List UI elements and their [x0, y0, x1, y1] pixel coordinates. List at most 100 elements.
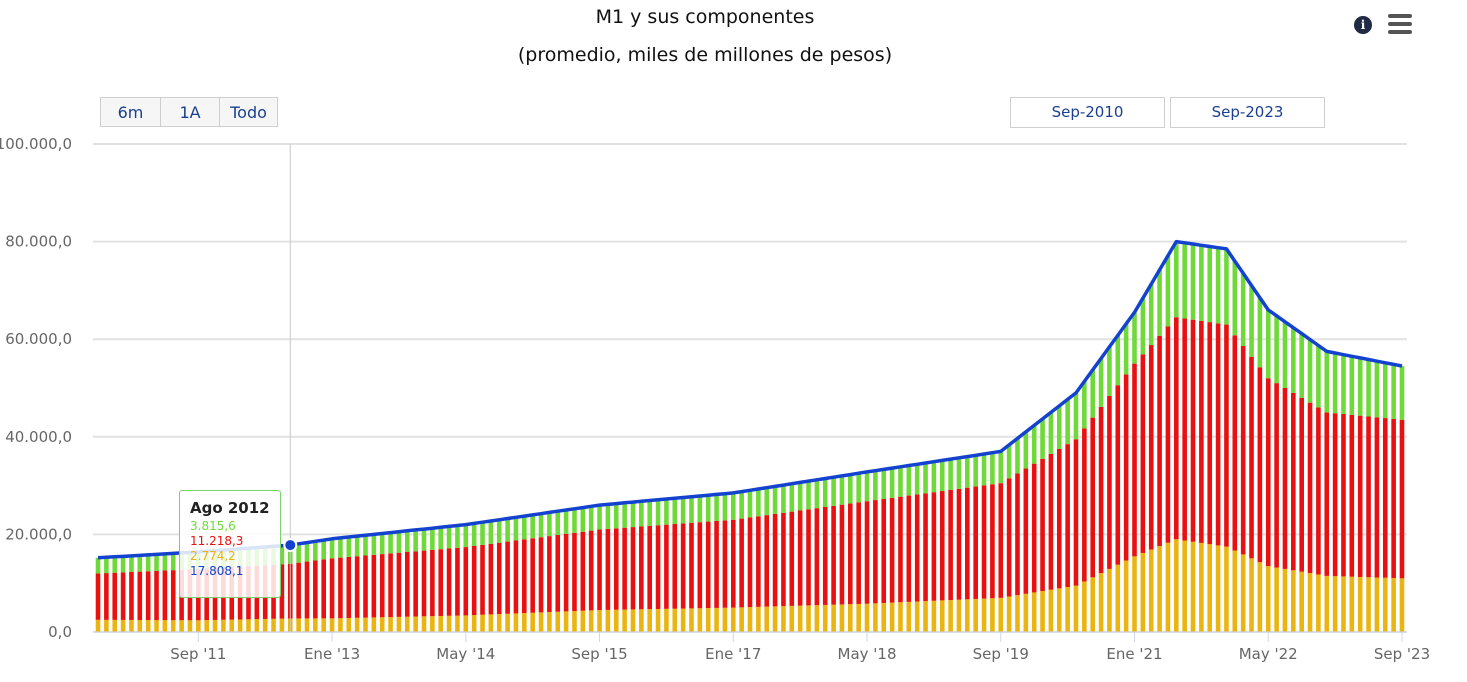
- bar-segment-red: [480, 544, 485, 615]
- bar-segment-green: [363, 535, 368, 556]
- bar-segment-yellow: [221, 619, 226, 632]
- bar-segment-yellow: [1082, 581, 1087, 632]
- bar-segment-red: [613, 528, 619, 610]
- bar-segment-red: [555, 535, 561, 612]
- bar-segment-red: [1182, 318, 1187, 541]
- bar-segment-yellow: [1199, 542, 1204, 632]
- bar-segment-yellow: [680, 608, 686, 632]
- bar-segment-green: [764, 487, 770, 516]
- bar-segment-yellow: [547, 612, 552, 632]
- bar-segment-green: [313, 541, 318, 561]
- bar-segment-green: [279, 545, 285, 565]
- bar-segment-yellow: [839, 604, 845, 632]
- date-from-input[interactable]: Sep-2010: [1010, 97, 1165, 128]
- bar-segment-green: [1123, 323, 1129, 375]
- bar-segment-yellow: [1257, 562, 1263, 632]
- bar-segment-red: [730, 519, 736, 608]
- bar-segment-yellow: [496, 614, 502, 632]
- bar-segment-yellow: [480, 614, 485, 632]
- bar-segment-green: [1316, 345, 1321, 408]
- bar-segment-green: [413, 529, 418, 552]
- bar-segment-yellow: [1056, 588, 1062, 632]
- bar-segment-green: [388, 532, 393, 554]
- bar-segment-yellow: [714, 607, 719, 632]
- bar-segment-green: [923, 462, 928, 494]
- bar-segment-red: [814, 508, 820, 606]
- bar-segment-red: [1282, 388, 1288, 569]
- bar-segment-yellow: [789, 605, 795, 632]
- bar-segment-red: [1357, 415, 1363, 577]
- bar-segment-green: [496, 519, 502, 543]
- info-icon[interactable]: i: [1354, 16, 1372, 34]
- tooltip-value-red: 11.218,3: [190, 534, 244, 548]
- bar-segment-yellow: [104, 619, 109, 632]
- bar-segment-red: [1249, 356, 1254, 559]
- range-todo-button[interactable]: Todo: [219, 97, 278, 127]
- bar-segment-green: [329, 538, 335, 559]
- bar-segment-red: [145, 571, 151, 621]
- bar-segment-green: [1157, 269, 1162, 336]
- bar-segment-green: [664, 499, 669, 525]
- bar-segment-yellow: [321, 618, 327, 632]
- bar-segment-yellow: [1349, 576, 1355, 632]
- bar-segment-yellow: [463, 615, 469, 632]
- bar-segment-green: [1065, 399, 1070, 445]
- x-tick-label: Ene '13: [304, 645, 360, 663]
- hamburger-menu-icon[interactable]: [1388, 14, 1412, 34]
- bar-segment-green: [864, 471, 870, 502]
- bar-segment-green: [321, 540, 327, 560]
- bar-segment-green: [104, 557, 109, 574]
- bar-segment-yellow: [689, 608, 694, 632]
- x-tick-label: Ene '21: [1106, 645, 1162, 663]
- bar-segment-green: [906, 465, 912, 496]
- bar-segment-green: [455, 525, 460, 548]
- bar-segment-green: [956, 457, 962, 489]
- bar-segment-green: [145, 554, 151, 572]
- bar-segment-yellow: [1023, 593, 1029, 632]
- x-tick-label: May '18: [838, 645, 897, 663]
- bar-segment-yellow: [998, 597, 1004, 632]
- bar-segment-yellow: [187, 620, 193, 632]
- bar-segment-yellow: [747, 607, 753, 632]
- bar-segment-green: [630, 502, 636, 528]
- bar-segment-yellow: [630, 609, 636, 632]
- x-axis: Sep '11 Ene '13 May '14 Sep '15 Ene '17 May '…: [93, 631, 1430, 663]
- bar-segment-yellow: [1374, 577, 1380, 632]
- bar-segment-yellow: [781, 606, 786, 632]
- bar-segment-red: [914, 494, 920, 602]
- bar-segment-red: [1173, 317, 1179, 540]
- bar-segment-red: [112, 572, 118, 620]
- bar-segment-red: [1324, 412, 1330, 576]
- bar-segment-yellow: [931, 600, 937, 632]
- bar-segment-green: [831, 477, 836, 506]
- range-6m-button[interactable]: 6m: [100, 97, 161, 127]
- bar-segment-yellow: [505, 613, 510, 632]
- bar-segment-yellow: [129, 619, 134, 632]
- bar-segment-red: [421, 550, 427, 617]
- bar-segment-red: [1265, 378, 1271, 567]
- bar-segment-green: [1207, 246, 1213, 323]
- bar-segment-green: [931, 461, 937, 493]
- bar-segment-green: [162, 553, 168, 571]
- bar-segment-yellow: [162, 620, 168, 632]
- bar-segment-yellow: [848, 604, 853, 632]
- bar-segment-red: [772, 513, 778, 607]
- range-1a-button[interactable]: 1A: [160, 97, 220, 127]
- bar-segment-green: [965, 456, 970, 488]
- bar-segment-red: [1332, 413, 1338, 577]
- y-tick-label: 100.000,0: [0, 135, 72, 153]
- bar-segment-red: [1349, 414, 1355, 577]
- bar-segment-red: [1274, 383, 1279, 568]
- bar-segment-green: [797, 482, 803, 511]
- bar-segment-green: [981, 454, 987, 486]
- bar-segment-green: [1056, 405, 1062, 449]
- bar-segment-yellow: [1132, 556, 1137, 632]
- bar-segment-red: [1190, 319, 1196, 542]
- bar-segment-yellow: [346, 617, 352, 632]
- bar-segment-yellow: [1107, 568, 1112, 632]
- total-line-layer: [97, 239, 1403, 560]
- bar-segment-green: [112, 556, 118, 573]
- bar-segment-yellow: [797, 605, 803, 632]
- date-to-input[interactable]: Sep-2023: [1170, 97, 1325, 128]
- bar-segment-red: [889, 497, 895, 603]
